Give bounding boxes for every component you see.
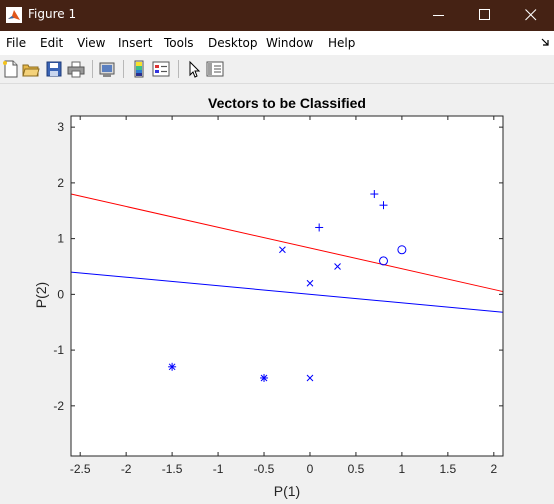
plot-canvas[interactable]: Vectors to be Classified P(1) P(2) -2.5-…	[0, 84, 554, 504]
legend-icon[interactable]	[152, 60, 170, 78]
minimize-icon	[433, 15, 444, 16]
data-points	[168, 190, 407, 382]
data-point-x	[306, 279, 314, 287]
menu-bar: File Edit View Insert Tools Desktop Wind…	[0, 31, 554, 55]
data-point-plus	[370, 190, 379, 199]
data-point-x	[306, 374, 314, 382]
close-icon	[525, 9, 537, 21]
menu-insert[interactable]: Insert	[118, 36, 153, 50]
dock-arrow-icon[interactable]	[540, 37, 550, 47]
x-tick-label: -0.5	[254, 462, 275, 476]
window-title: Figure 1	[28, 7, 77, 21]
toolbar-separator	[92, 60, 93, 78]
y-tick-label: 0	[57, 287, 64, 301]
data-point-plus	[379, 201, 388, 210]
y-axis-label: P(2)	[33, 282, 49, 308]
data-point-x	[334, 263, 341, 270]
menu-window[interactable]: Window	[266, 36, 314, 50]
y-tick-label: 1	[57, 232, 64, 246]
x-tick-label: 1	[399, 462, 406, 476]
minimize-button[interactable]	[416, 0, 462, 31]
axis-ticks: -2.5 -2 -1.5 -1 -0.5 0 0.5 1 1.5 2 -2 -1 0 1 2 3	[53, 116, 503, 476]
colorbar-icon[interactable]	[130, 60, 148, 78]
title-bar: Figure 1	[0, 0, 554, 31]
y-tick-label: 3	[57, 120, 64, 134]
matlab-logo-icon	[6, 7, 22, 23]
axes-background	[71, 116, 503, 456]
x-tick-label: 2	[490, 462, 497, 476]
x-tick-label: 0	[307, 462, 314, 476]
data-point-asterisk	[260, 373, 269, 382]
menu-help[interactable]: Help	[328, 36, 356, 50]
data-point-x	[279, 246, 286, 254]
property-inspector-icon[interactable]	[206, 60, 224, 78]
toolbar-separator	[123, 60, 124, 78]
x-tick-label: -2.5	[70, 462, 91, 476]
print-icon[interactable]	[67, 60, 85, 78]
maximize-icon	[479, 9, 490, 20]
decision-boundary-line	[70, 193, 504, 293]
maximize-button[interactable]	[462, 0, 508, 31]
x-tick-label: -1	[213, 462, 224, 476]
print-preview-icon[interactable]	[98, 60, 116, 78]
data-point-circle	[379, 256, 389, 266]
x-tick-label: -2	[121, 462, 132, 476]
close-button[interactable]	[508, 0, 554, 31]
menu-tools[interactable]: Tools	[164, 36, 194, 50]
save-icon[interactable]	[45, 60, 63, 78]
pointer-icon[interactable]	[185, 60, 203, 78]
figure-area: Vectors to be Classified P(1) P(2) -2.5-…	[0, 84, 554, 504]
data-point-plus	[315, 223, 324, 232]
menu-edit[interactable]: Edit	[40, 36, 64, 50]
decision-boundary-line	[70, 271, 504, 313]
new-figure-icon[interactable]	[2, 60, 20, 78]
decision-lines	[70, 193, 504, 313]
x-axis-label: P(1)	[274, 483, 300, 499]
y-tick-label: -2	[53, 399, 64, 413]
open-file-icon[interactable]	[22, 60, 40, 78]
chart-title: Vectors to be Classified	[208, 95, 366, 111]
y-tick-label: -1	[53, 343, 64, 357]
axes-box	[70, 115, 504, 457]
menu-desktop[interactable]: Desktop	[208, 36, 258, 50]
data-point-asterisk	[168, 362, 177, 371]
y-tick-label: 2	[57, 176, 64, 190]
x-tick-label: -1.5	[162, 462, 183, 476]
figure-toolbar	[0, 55, 554, 84]
menu-file[interactable]: File	[6, 36, 27, 50]
data-point-circle	[397, 245, 407, 255]
x-tick-label: 0.5	[348, 462, 365, 476]
x-tick-label: 1.5	[440, 462, 457, 476]
toolbar-separator	[178, 60, 179, 78]
menu-view[interactable]: View	[77, 36, 106, 50]
